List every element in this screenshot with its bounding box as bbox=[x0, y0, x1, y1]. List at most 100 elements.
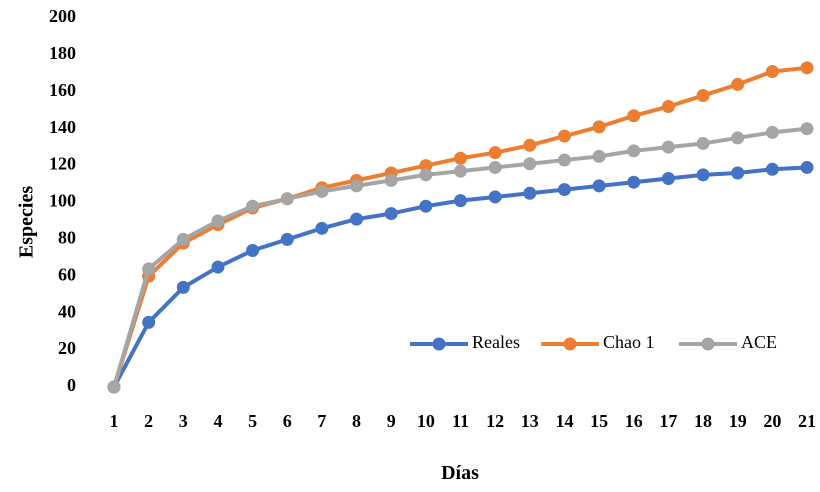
data-point bbox=[176, 232, 190, 246]
data-point bbox=[142, 262, 156, 276]
data-point bbox=[557, 129, 571, 143]
x-tick-label: 17 bbox=[659, 411, 677, 431]
legend-label: Chao 1 bbox=[603, 332, 655, 352]
x-tick-label: 4 bbox=[213, 411, 222, 431]
data-point bbox=[142, 315, 156, 329]
data-point bbox=[627, 144, 641, 158]
data-point bbox=[627, 109, 641, 123]
series-ace bbox=[107, 122, 814, 394]
x-tick-label: 8 bbox=[352, 411, 361, 431]
x-tick-label: 11 bbox=[452, 411, 469, 431]
data-point bbox=[765, 65, 779, 79]
x-tick-label: 6 bbox=[283, 411, 292, 431]
x-tick-label: 15 bbox=[590, 411, 608, 431]
data-point bbox=[280, 192, 294, 206]
data-point bbox=[419, 159, 433, 173]
legend-label: ACE bbox=[741, 332, 777, 352]
data-point bbox=[557, 153, 571, 167]
data-point bbox=[488, 160, 502, 174]
y-axis-title: Especies bbox=[16, 186, 38, 258]
data-point bbox=[523, 138, 537, 152]
data-point bbox=[731, 166, 745, 180]
x-axis-title: Días bbox=[441, 462, 479, 484]
y-tick-label: 180 bbox=[49, 43, 76, 63]
data-point bbox=[800, 122, 814, 136]
data-point bbox=[176, 280, 190, 294]
data-point bbox=[350, 179, 364, 193]
data-point bbox=[211, 214, 225, 228]
x-tick-label: 2 bbox=[144, 411, 153, 431]
data-point bbox=[696, 168, 710, 182]
data-point bbox=[523, 186, 537, 200]
data-point bbox=[523, 157, 537, 171]
y-tick-label: 40 bbox=[58, 301, 76, 321]
y-tick-label: 140 bbox=[49, 117, 76, 137]
x-tick-label: 3 bbox=[179, 411, 188, 431]
data-point bbox=[246, 243, 260, 257]
x-tick-label: 20 bbox=[763, 411, 781, 431]
legend-marker bbox=[563, 337, 577, 351]
data-point bbox=[454, 194, 467, 208]
y-tick-label: 100 bbox=[49, 191, 76, 211]
legend-item: Reales bbox=[410, 332, 520, 352]
data-point bbox=[280, 232, 294, 246]
x-tick-label: 21 bbox=[798, 411, 816, 431]
x-tick-label: 10 bbox=[417, 411, 435, 431]
data-point bbox=[557, 183, 571, 197]
y-axis-ticks: 0 20 40 60 80 100 120 140 160 180 200 bbox=[49, 6, 76, 395]
legend-marker bbox=[701, 337, 715, 351]
x-tick-label: 14 bbox=[555, 411, 573, 431]
data-point bbox=[592, 179, 606, 193]
x-tick-label: 16 bbox=[625, 411, 643, 431]
x-tick-label: 18 bbox=[694, 411, 712, 431]
y-tick-label: 60 bbox=[58, 264, 76, 284]
data-point bbox=[488, 146, 502, 160]
data-point bbox=[350, 212, 364, 226]
x-axis-ticks: 1 2 3 4 5 6 7 8 9 10 11 12 13 14 15 16 17 18 19 20 21 bbox=[110, 411, 817, 431]
data-point bbox=[661, 100, 675, 114]
data-point bbox=[315, 184, 329, 198]
x-tick-label: 7 bbox=[317, 411, 326, 431]
x-tick-label: 12 bbox=[486, 411, 504, 431]
series-reales bbox=[107, 160, 814, 394]
data-point bbox=[592, 149, 606, 163]
y-tick-label: 80 bbox=[58, 228, 76, 248]
data-point bbox=[800, 61, 814, 75]
data-point bbox=[800, 160, 814, 174]
data-point bbox=[765, 162, 779, 176]
x-tick-label: 1 bbox=[110, 411, 119, 431]
data-point bbox=[592, 120, 606, 134]
legend-label: Reales bbox=[472, 332, 520, 352]
data-point bbox=[246, 199, 260, 213]
data-point bbox=[384, 207, 398, 221]
data-point bbox=[211, 260, 225, 274]
legend-marker bbox=[432, 337, 446, 351]
y-tick-label: 20 bbox=[58, 338, 76, 358]
data-point bbox=[661, 172, 675, 186]
data-point bbox=[661, 140, 675, 154]
data-point bbox=[627, 175, 641, 189]
data-point bbox=[731, 77, 745, 91]
data-point bbox=[384, 173, 398, 187]
x-tick-label: 9 bbox=[387, 411, 396, 431]
y-tick-label: 0 bbox=[67, 375, 76, 395]
data-point bbox=[419, 199, 433, 213]
data-point bbox=[419, 168, 433, 182]
data-point bbox=[696, 88, 710, 102]
data-point bbox=[315, 221, 329, 235]
data-point bbox=[696, 136, 710, 150]
data-point bbox=[731, 131, 745, 145]
data-point bbox=[107, 380, 121, 394]
y-tick-label: 160 bbox=[49, 80, 76, 100]
data-point bbox=[454, 164, 467, 178]
series-layer bbox=[107, 61, 814, 394]
data-point bbox=[488, 190, 502, 204]
legend-item: Chao 1 bbox=[541, 332, 655, 352]
x-tick-label: 13 bbox=[521, 411, 539, 431]
y-tick-label: 200 bbox=[49, 6, 76, 26]
legend-item: ACE bbox=[679, 332, 777, 352]
legend: Reales Chao 1 ACE bbox=[410, 332, 777, 352]
data-point bbox=[454, 151, 467, 165]
y-tick-label: 120 bbox=[49, 154, 76, 174]
